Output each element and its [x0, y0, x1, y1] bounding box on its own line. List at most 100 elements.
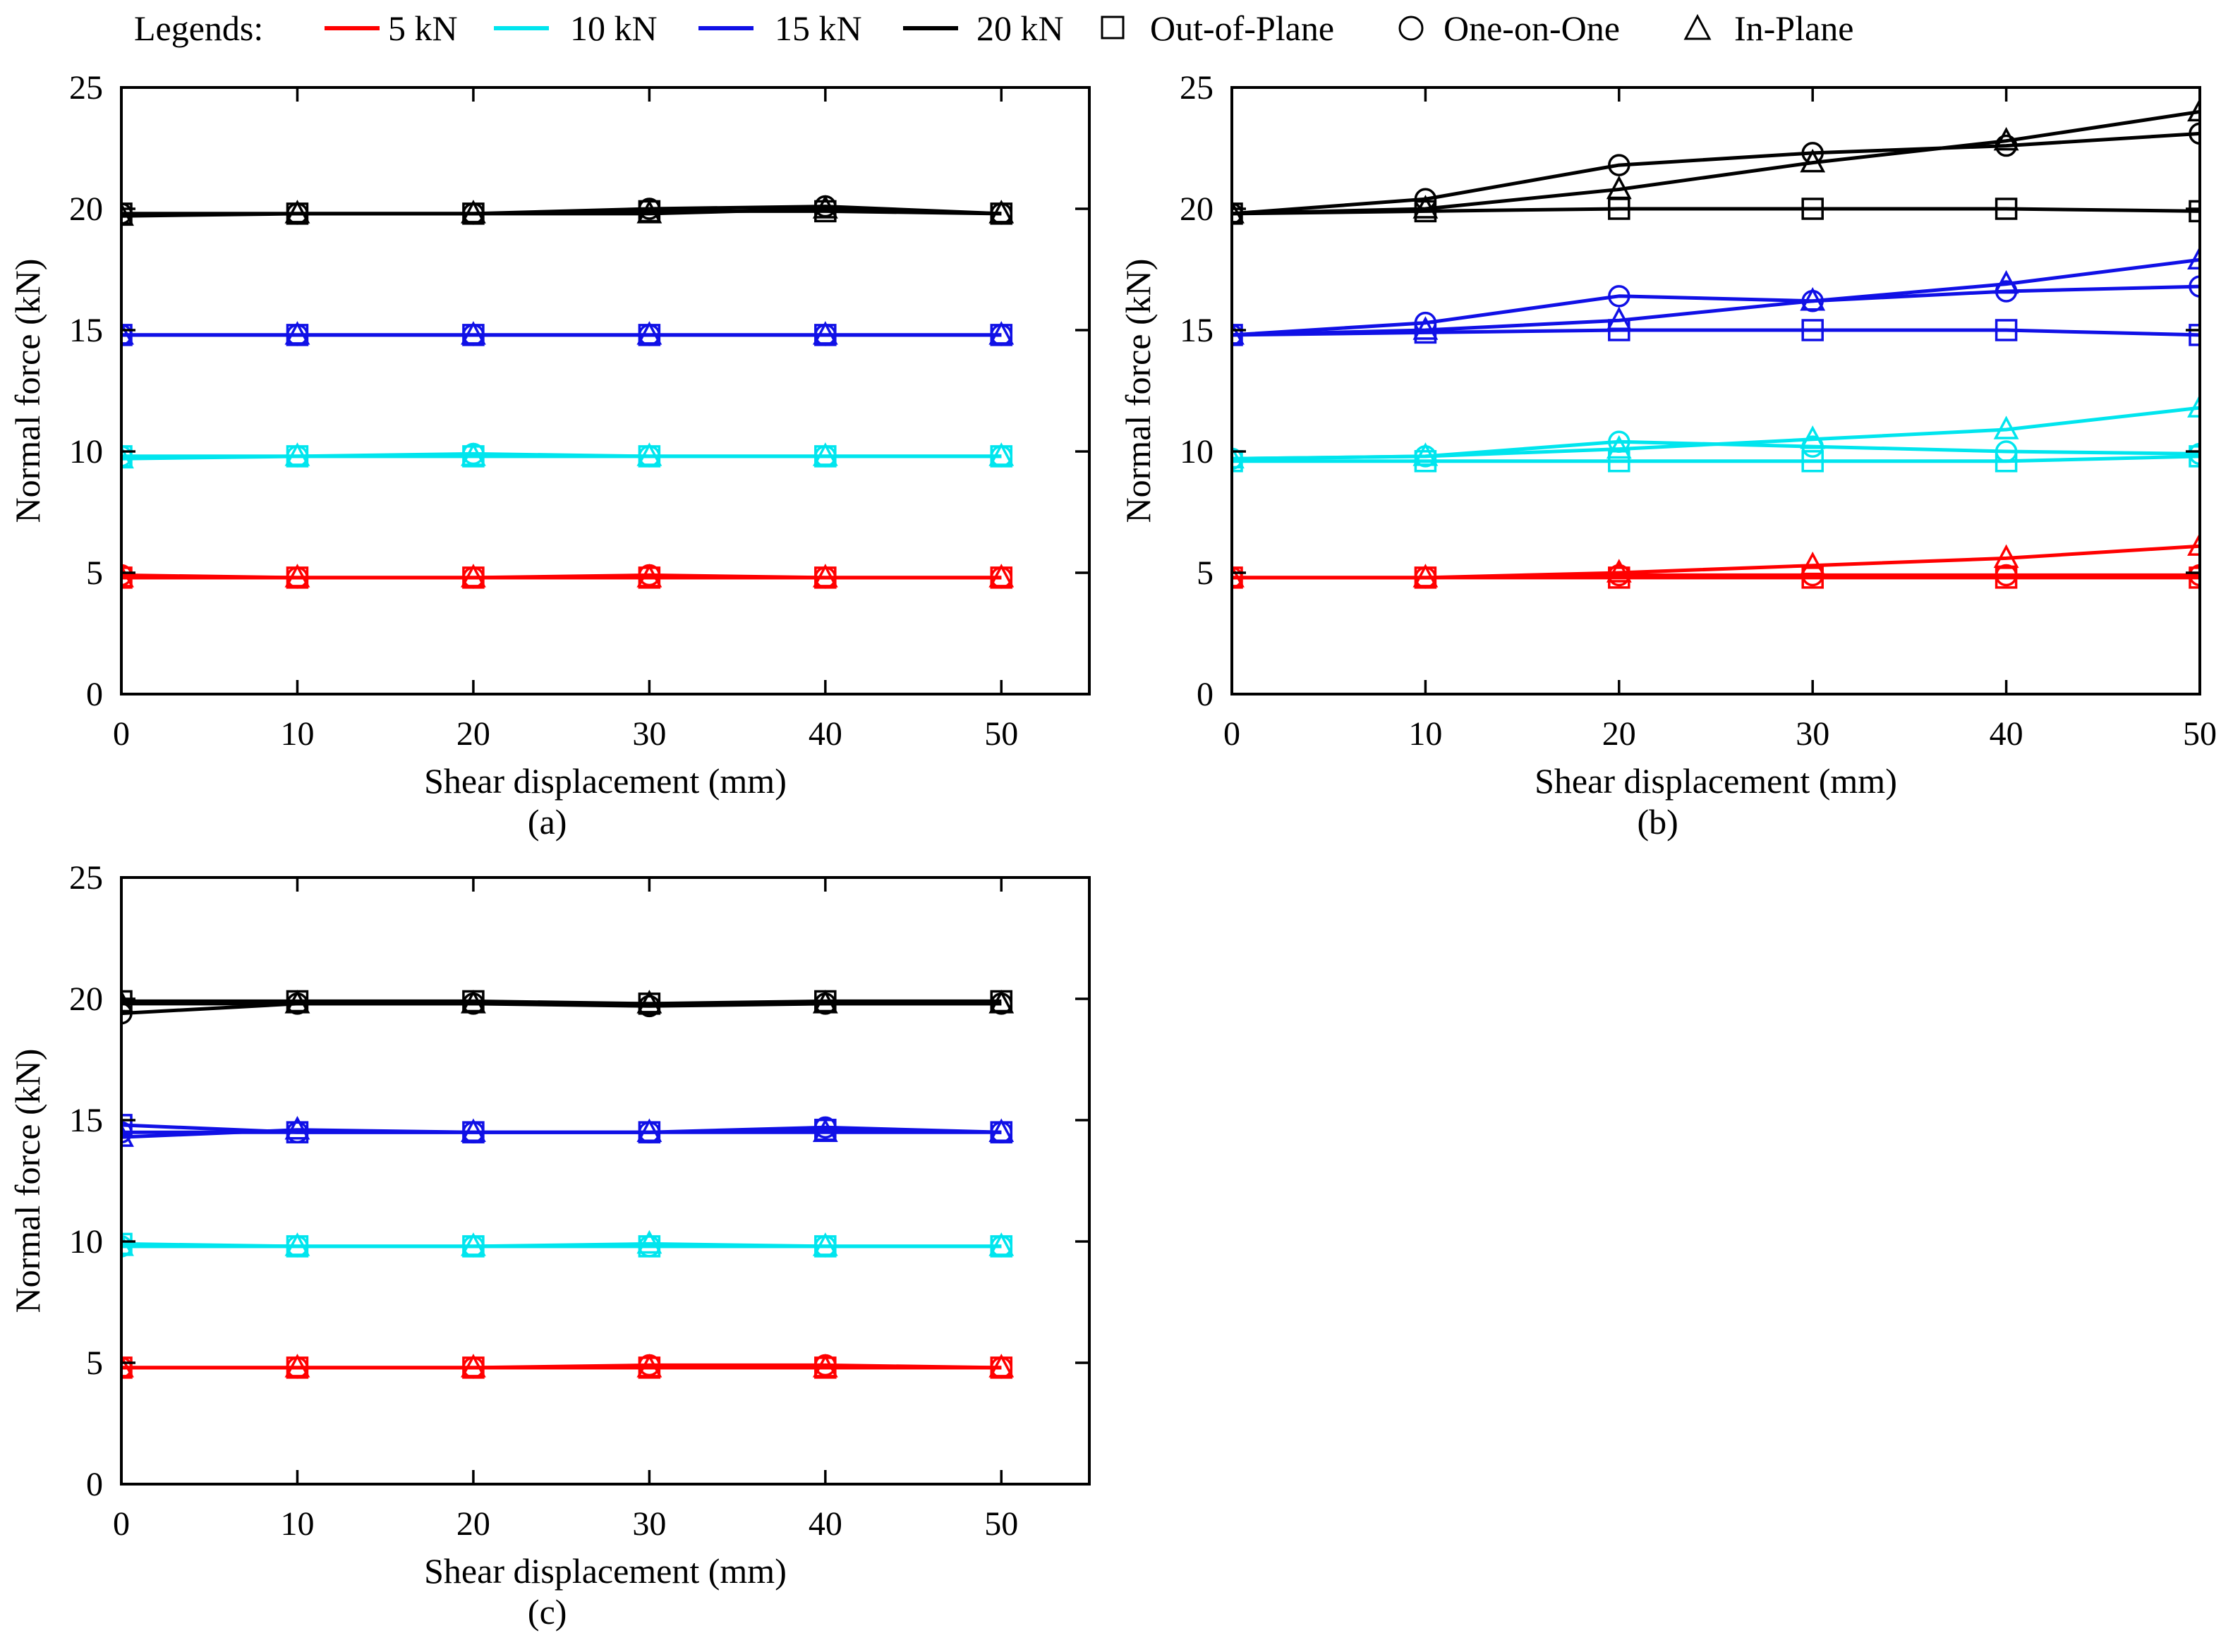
data-point-c-20-kn-in-plane-0 [121, 990, 134, 1014]
chart-a: 0 10 20 30 40 50 0 5 10 15 20 25 Shear displacement … [8, 69, 1091, 842]
legend-label-5kn: 5 kN [388, 8, 458, 48]
x-tick-label-a: 50 [984, 715, 1018, 753]
x-tick-label-c: 50 [984, 1505, 1018, 1543]
data-point-c-10-kn-in-plane-5 [988, 1232, 1015, 1256]
data-point-c-20-kn-in-plane-3 [636, 990, 662, 1014]
y-tick-label-a: 20 [69, 190, 103, 228]
series-line-b-5-kn-in-plane [1232, 544, 2200, 580]
y-tick-label-a: 5 [86, 554, 103, 592]
data-point-b-15-kn-in-plane-1 [1412, 316, 1439, 340]
data-point-b-15-kn-in-plane-0 [1232, 321, 1245, 345]
data-point-a-10-kn-in-plane-2 [460, 442, 486, 466]
panel-caption-a: (a) [528, 802, 567, 842]
x-tick-label-c: 30 [632, 1505, 666, 1543]
legend-line-20kn [903, 26, 958, 30]
x-tick-label-c: 40 [809, 1505, 842, 1543]
chart-panel-c: 0 10 20 30 40 50 0 5 10 15 20 25 Shear displacement … [0, 849, 1110, 1639]
data-point-b-15-kn-one-on-one-5 [2189, 275, 2200, 298]
series-line-b-20-kn-out-of-plane [1232, 207, 2200, 216]
data-point-b-20-kn-in-plane-1 [1412, 195, 1439, 219]
data-point-b-15-kn-out-of-plane-4 [1995, 319, 2018, 341]
data-point-b-20-kn-out-of-plane-1 [1414, 200, 1437, 223]
x-tick-label-b: 0 [1223, 715, 1240, 753]
data-point-a-20-kn-in-plane-1 [284, 200, 310, 224]
x-tick-label-a: 20 [456, 715, 490, 753]
data-point-c-10-kn-in-plane-2 [460, 1232, 486, 1256]
data-point-b-20-kn-out-of-plane-5 [2189, 200, 2200, 223]
y-axis-label-a: Normal force (kN) [8, 259, 47, 523]
chart-c: 0 10 20 30 40 50 0 5 10 15 20 25 Shear displacement … [8, 859, 1091, 1632]
series-line-c-15-kn-in-plane [121, 1128, 1002, 1139]
legend: Legends: 5 kN 10 kN 15 kN 20 kN Out-of-P… [0, 0, 2221, 59]
y-tick-label-c: 20 [69, 980, 103, 1018]
y-tick-label-b: 25 [1180, 69, 1214, 107]
data-point-b-20-kn-out-of-plane-4 [1995, 198, 2018, 220]
data-point-a-15-kn-in-plane-5 [988, 321, 1015, 345]
data-point-c-5-kn-in-plane-4 [812, 1354, 838, 1378]
legend-line-10kn [494, 26, 549, 30]
data-point-c-15-kn-one-on-one-4 [814, 1116, 837, 1139]
panel-caption-b: (b) [1638, 802, 1678, 842]
data-point-b-5-kn-one-on-one-2 [1608, 564, 1630, 587]
data-point-c-15-kn-in-plane-1 [284, 1116, 310, 1140]
data-point-b-20-kn-in-plane-0 [1232, 200, 1245, 224]
data-point-a-10-kn-in-plane-4 [812, 442, 838, 466]
data-point-b-15-kn-in-plane-2 [1606, 306, 1632, 330]
chart-b: 0 10 20 30 40 50 0 5 10 15 20 25 Shear displacement … [1118, 69, 2217, 842]
data-point-b-5-kn-in-plane-0 [1232, 564, 1245, 588]
legend-label-out-of-plane: Out-of-Plane [1150, 8, 1335, 48]
x-tick-label-b: 30 [1796, 715, 1829, 753]
data-point-a-5-kn-in-plane-5 [988, 564, 1015, 588]
data-point-a-20-kn-one-on-one-0 [121, 202, 133, 225]
data-point-b-5-kn-in-plane-1 [1412, 564, 1439, 588]
plot-frame-c [120, 876, 1091, 1486]
x-axis-label-b: Shear displacement (mm) [1535, 761, 1897, 801]
plot-frame-b [1230, 86, 2201, 696]
data-point-b-10-kn-in-plane-5 [2187, 394, 2200, 418]
data-point-c-20-kn-out-of-plane-0 [121, 990, 133, 1013]
data-point-b-20-kn-one-on-one-5 [2189, 122, 2200, 145]
data-point-a-15-kn-in-plane-3 [636, 321, 662, 345]
x-tick-label-a: 0 [113, 715, 130, 753]
data-point-c-20-kn-in-plane-2 [460, 990, 486, 1014]
y-tick-label-a: 25 [69, 69, 103, 107]
series-line-a-20-kn-in-plane [121, 207, 1002, 218]
legend-label-one-on-one: One-on-One [1444, 8, 1620, 48]
data-point-c-10-kn-one-on-one-3 [638, 1235, 661, 1258]
data-point-b-5-kn-in-plane-3 [1800, 551, 1826, 576]
data-point-b-10-kn-in-plane-4 [1993, 415, 2019, 439]
y-tick-label-b: 15 [1180, 312, 1214, 349]
series-line-b-20-kn-in-plane [1232, 109, 2200, 216]
series-line-b-15-kn-in-plane [1232, 257, 2200, 337]
y-tick-label-c: 0 [86, 1466, 103, 1503]
data-point-c-5-kn-in-plane-1 [284, 1354, 310, 1378]
data-point-a-5-kn-in-plane-0 [121, 564, 134, 588]
data-point-c-5-kn-in-plane-0 [121, 1354, 134, 1378]
data-point-b-10-kn-in-plane-0 [1232, 444, 1245, 469]
square-marker-icon [1101, 16, 1125, 40]
plot-frame-a [120, 86, 1091, 696]
data-point-b-20-kn-in-plane-5 [2187, 97, 2200, 122]
series-line-b-10-kn-out-of-plane [1232, 454, 2200, 463]
y-tick-label-c: 10 [69, 1223, 103, 1261]
y-tick-label-b: 5 [1197, 554, 1214, 592]
data-point-b-5-kn-in-plane-4 [1993, 544, 2019, 569]
data-point-a-10-kn-in-plane-0 [121, 444, 134, 469]
data-point-c-20-kn-one-on-one-0 [121, 1002, 133, 1025]
data-point-a-5-kn-in-plane-2 [460, 564, 486, 588]
series-line-c-10-kn-in-plane [121, 1241, 1002, 1249]
series-line-b-15-kn-out-of-plane [1232, 328, 2200, 337]
x-tick-label-c: 10 [280, 1505, 314, 1543]
data-point-a-10-kn-in-plane-5 [988, 442, 1015, 466]
x-tick-label-a: 30 [632, 715, 666, 753]
data-point-c-5-kn-in-plane-5 [988, 1354, 1015, 1378]
data-point-a-20-kn-in-plane-2 [460, 200, 486, 224]
data-point-a-20-kn-in-plane-0 [121, 202, 134, 226]
legend-line-15kn [698, 26, 754, 30]
data-point-b-20-kn-out-of-plane-3 [1801, 198, 1824, 220]
y-tick-label-b: 0 [1197, 676, 1214, 713]
data-point-b-15-kn-one-on-one-2 [1608, 285, 1630, 308]
data-point-b-20-kn-one-on-one-2 [1608, 154, 1630, 176]
x-tick-label-b: 10 [1408, 715, 1442, 753]
data-point-b-15-kn-one-on-one-1 [1414, 311, 1437, 334]
